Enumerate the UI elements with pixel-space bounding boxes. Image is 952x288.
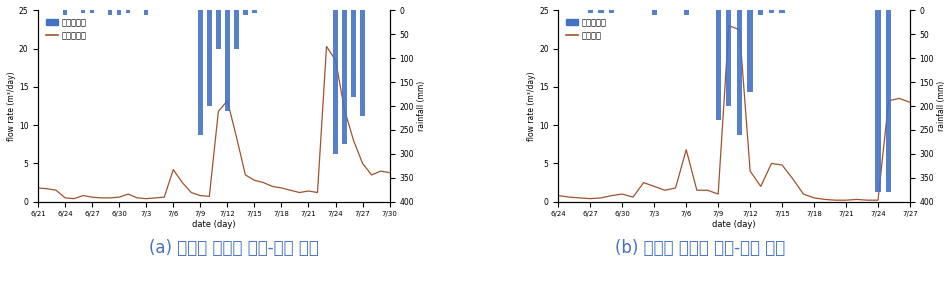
Bar <box>360 10 365 116</box>
Bar <box>587 10 592 13</box>
Bar <box>651 10 656 15</box>
Bar <box>89 10 94 13</box>
Bar <box>207 10 211 106</box>
Bar <box>342 10 347 144</box>
X-axis label: date (day): date (day) <box>711 220 755 229</box>
Bar <box>252 10 256 13</box>
Bar <box>81 10 86 13</box>
Bar <box>198 10 203 135</box>
Y-axis label: rainfall (mm): rainfall (mm) <box>416 81 426 131</box>
X-axis label: date (day): date (day) <box>192 220 235 229</box>
Bar <box>746 10 752 92</box>
Bar <box>63 10 68 15</box>
Bar <box>126 10 130 13</box>
Bar <box>779 10 783 13</box>
Bar <box>885 10 890 192</box>
Bar <box>351 10 355 96</box>
Legend: 수원강수량, 여도유량: 수원강수량, 여도유량 <box>562 15 609 43</box>
Bar <box>234 10 238 49</box>
Bar <box>758 10 763 15</box>
Bar <box>608 10 614 13</box>
Bar <box>768 10 773 13</box>
Bar <box>333 10 337 154</box>
Bar <box>216 10 220 49</box>
Y-axis label: rainfall (mm): rainfall (mm) <box>936 81 945 131</box>
Bar <box>225 10 229 111</box>
Y-axis label: flow rate (m³/day): flow rate (m³/day) <box>526 71 536 141</box>
Text: (b) 반동삼 유역의 강우-유량 곡선: (b) 반동삼 유역의 강우-유량 곡선 <box>615 239 784 257</box>
Bar <box>598 10 603 13</box>
Bar <box>117 10 121 15</box>
Bar <box>715 10 720 120</box>
Bar <box>108 10 112 15</box>
Text: (a) 신길천 유역의 강우-유량 곡선: (a) 신길천 유역의 강우-유량 곡선 <box>149 239 318 257</box>
Bar <box>736 10 742 135</box>
Y-axis label: flow rate (m³/day): flow rate (m³/day) <box>7 71 16 141</box>
Bar <box>243 10 248 15</box>
Bar <box>725 10 731 106</box>
Legend: 수원강수량, 신길천유량: 수원강수량, 신길천유량 <box>42 15 89 43</box>
Bar <box>683 10 688 15</box>
Bar <box>144 10 149 15</box>
Bar <box>874 10 880 192</box>
